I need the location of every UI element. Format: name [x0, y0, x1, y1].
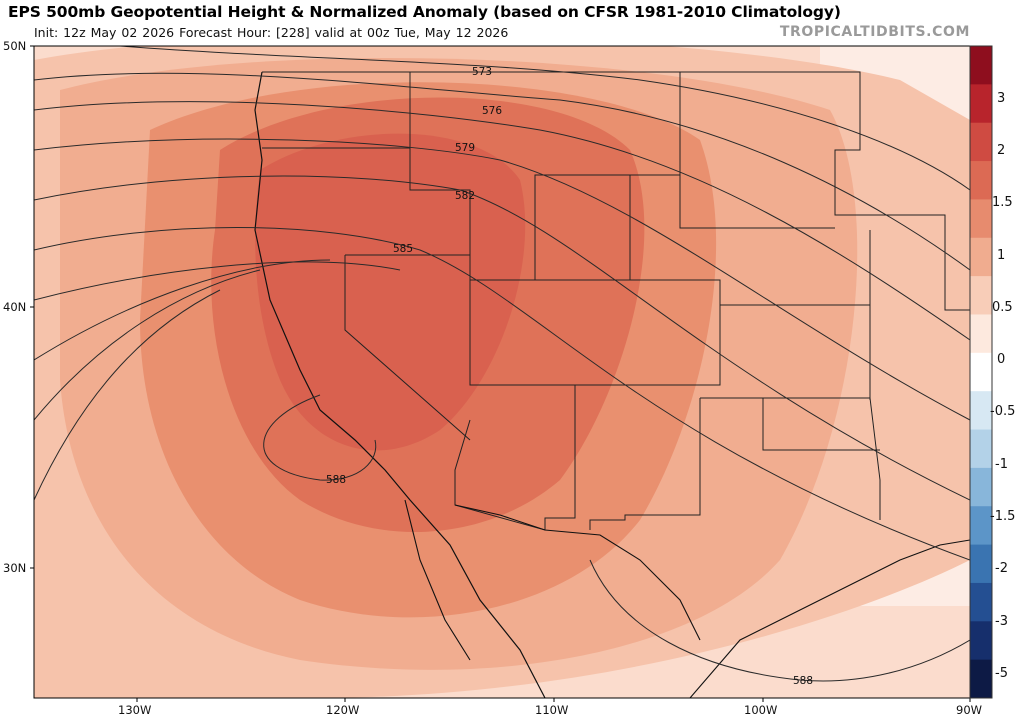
colorbar-segment [970, 161, 992, 200]
colorbar-label: 3 [997, 91, 1005, 106]
colorbar-segment [970, 429, 992, 469]
colorbar-segment [970, 199, 992, 239]
colorbar-segment [970, 391, 992, 431]
map-plot-area [34, 46, 970, 698]
contour-label: 573 [472, 66, 492, 78]
colorbar [969, 45, 993, 699]
latitude-axis: 50N 40N 30N [3, 39, 34, 575]
longitude-axis: 130W 120W 110W 100W 90W [118, 698, 982, 717]
contour-label: 582 [455, 190, 475, 202]
contour-label: 588 [793, 675, 813, 687]
colorbar-label: 1.5 [992, 195, 1013, 210]
state-borders [262, 71, 970, 531]
contour-label: 576 [482, 105, 502, 117]
colorbar-segment [970, 582, 992, 622]
colorbar-label: -1.5 [990, 509, 1015, 524]
colorbar-segment [970, 659, 992, 699]
contour-labels: 573 576 579 582 585 588 588 [326, 66, 813, 687]
map-subtitle: Init: 12z May 02 2026 Forecast Hour: [22… [34, 25, 509, 40]
colorbar-segment [970, 352, 992, 392]
colorbar-label: 2 [997, 143, 1005, 158]
mexico-border [454, 504, 701, 641]
colorbar-label: -0.5 [990, 404, 1015, 419]
lon-label: 90W [956, 703, 982, 717]
baja-coastline [404, 499, 471, 661]
colorbar-label: -1 [995, 457, 1008, 472]
colorbar-segment [970, 506, 992, 546]
brand-watermark: TROPICALTIDBITS.COM [779, 24, 970, 40]
lat-label: 40N [3, 300, 26, 314]
lat-label: 30N [3, 561, 26, 575]
anomaly-fill-peak [255, 133, 526, 451]
lat-label: 50N [3, 39, 26, 53]
contour-label: 579 [455, 142, 475, 154]
colorbar-segment [970, 237, 992, 277]
colorbar-segment [970, 276, 992, 315]
colorbar-label: -2 [995, 561, 1008, 576]
map-title: EPS 500mb Geopotential Height & Normaliz… [8, 3, 841, 21]
contour-label: 588 [326, 474, 346, 486]
colorbar-segment [970, 314, 992, 354]
lon-label: 130W [118, 703, 151, 717]
colorbar-label: 1 [997, 248, 1005, 263]
colorbar-segment [970, 467, 992, 507]
lon-label: 120W [326, 703, 359, 717]
lon-label: 100W [744, 703, 777, 717]
contour-label: 585 [393, 243, 413, 255]
colorbar-label: 0.5 [992, 300, 1013, 315]
colorbar-segment [970, 46, 992, 85]
height-contours [34, 46, 970, 682]
colorbar-label: -3 [995, 614, 1008, 629]
colorbar-label: -5 [995, 666, 1008, 681]
gulf-coastline [689, 539, 970, 698]
colorbar-segment [970, 544, 992, 584]
lon-label: 110W [535, 703, 568, 717]
colorbar-segment [970, 84, 992, 124]
colorbar-frame [969, 45, 993, 699]
colorbar-label: 0 [997, 352, 1005, 367]
colorbar-segment [970, 122, 992, 162]
pacific-coastline [254, 71, 546, 698]
colorbar-segment [970, 621, 992, 661]
colorbar-labels: 3 2 1.5 1 0.5 0 -0.5 -1 -1.5 -2 -3 -5 [990, 91, 1015, 681]
